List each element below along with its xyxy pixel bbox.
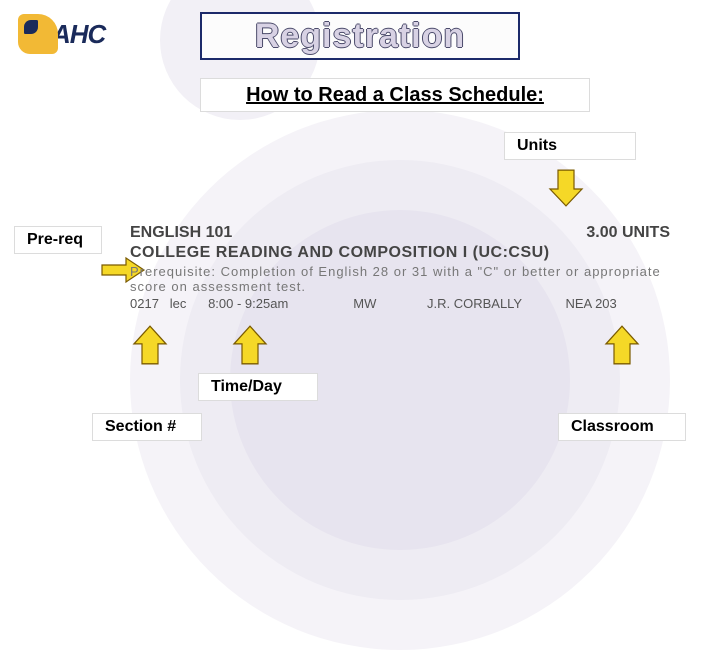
title-box: Registration xyxy=(200,12,520,60)
label-units: Units xyxy=(504,132,636,160)
course-units: 3.00 UNITS xyxy=(586,224,670,242)
class-time: 8:00 - 9:25am xyxy=(208,296,288,311)
schedule-example: ENGLISH 101 3.00 UNITS COLLEGE READING A… xyxy=(130,224,670,311)
label-prereq: Pre-req xyxy=(14,226,102,254)
class-days: MW xyxy=(353,296,376,311)
prereq-line: Prerequisite: Completion of English 28 o… xyxy=(130,264,670,294)
section-number: 0217 xyxy=(130,296,159,311)
lahc-logo: AHC xyxy=(18,10,128,58)
instructor: J.R. CORBALLY xyxy=(427,296,522,311)
label-section: Section # xyxy=(92,413,202,441)
classroom-up-arrow-icon xyxy=(604,324,640,366)
page-title: Registration xyxy=(255,17,465,56)
section-up-arrow-icon xyxy=(132,324,168,366)
label-timeday: Time/Day xyxy=(198,373,318,401)
timeday-up-arrow-icon xyxy=(232,324,268,366)
logo-text: AHC xyxy=(52,19,105,50)
subtitle-box: How to Read a Class Schedule: xyxy=(200,78,590,112)
units-down-arrow-icon xyxy=(548,168,584,208)
subtitle: How to Read a Class Schedule: xyxy=(246,84,544,107)
class-type: lec xyxy=(170,296,187,311)
eagle-icon xyxy=(18,14,58,54)
course-title: COLLEGE READING AND COMPOSITION I (UC:CS… xyxy=(130,244,670,262)
detail-line: 0217 lec 8:00 - 9:25am MW J.R. CORBALLY … xyxy=(130,296,670,311)
classroom: NEA 203 xyxy=(565,296,616,311)
label-classroom: Classroom xyxy=(558,413,686,441)
course-code: ENGLISH 101 xyxy=(130,224,232,242)
